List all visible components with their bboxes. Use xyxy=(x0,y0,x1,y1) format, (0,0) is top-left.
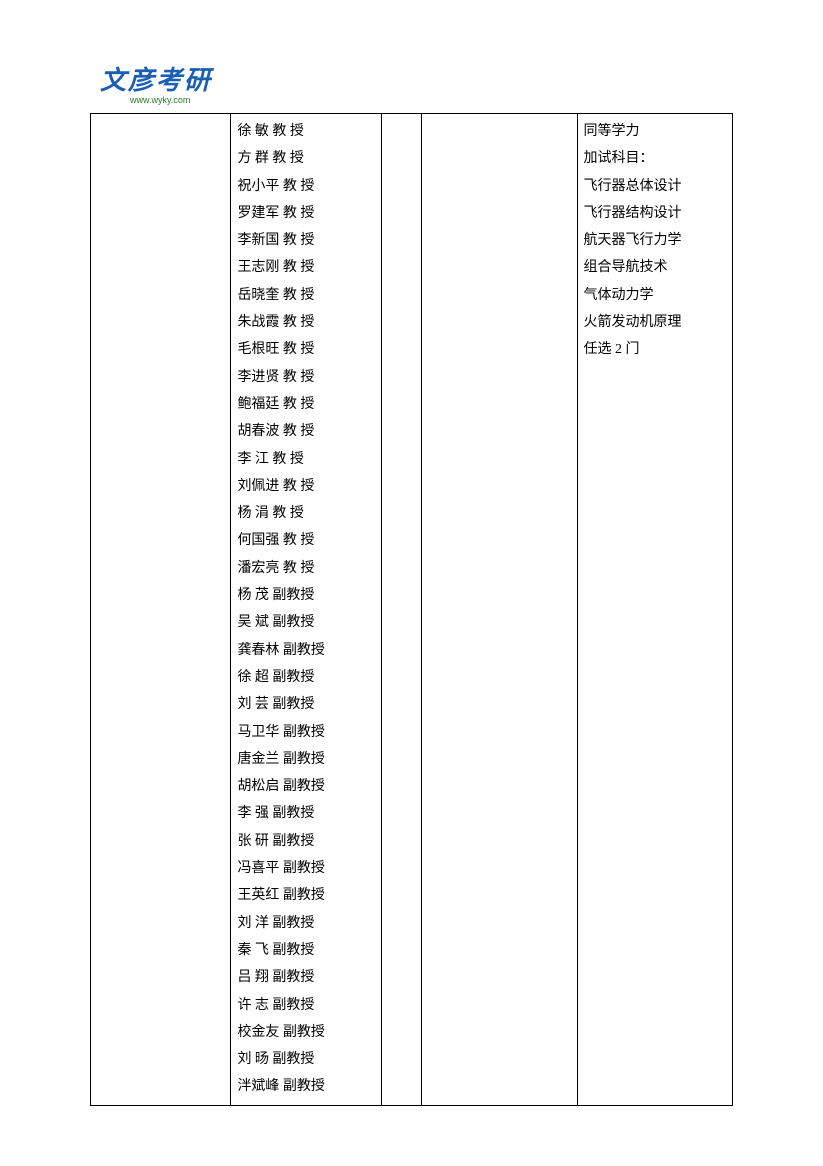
main-table: 徐 敏 教 授方 群 教 授祝小平 教 授罗建军 教 授李新国 教 授王志刚 教… xyxy=(90,113,733,1106)
faculty-entry: 刘 洋 副教授 xyxy=(237,910,374,937)
header-logo: 文彦考研 www.wyky.com xyxy=(100,60,733,105)
faculty-entry: 朱战霞 教 授 xyxy=(237,309,374,336)
faculty-entry: 校金友 副教授 xyxy=(237,1019,374,1046)
faculty-entry: 吴 斌 副教授 xyxy=(237,609,374,636)
faculty-entry: 泮斌峰 副教授 xyxy=(237,1073,374,1100)
col-4 xyxy=(422,114,577,1106)
faculty-entry: 刘 旸 副教授 xyxy=(237,1046,374,1073)
faculty-entry: 李进贤 教 授 xyxy=(237,364,374,391)
faculty-entry: 龚春林 副教授 xyxy=(237,637,374,664)
note-entry: 同等学力 xyxy=(584,118,726,145)
note-entry: 飞行器结构设计 xyxy=(584,200,726,227)
faculty-entry: 冯喜平 副教授 xyxy=(237,855,374,882)
note-entry: 航天器飞行力学 xyxy=(584,227,726,254)
faculty-entry: 杨 茂 副教授 xyxy=(237,582,374,609)
faculty-entry: 刘 芸 副教授 xyxy=(237,691,374,718)
col-1 xyxy=(91,114,231,1106)
faculty-entry: 李新国 教 授 xyxy=(237,227,374,254)
faculty-entry: 徐 敏 教 授 xyxy=(237,118,374,145)
faculty-entry: 鲍福廷 教 授 xyxy=(237,391,374,418)
faculty-entry: 潘宏亮 教 授 xyxy=(237,555,374,582)
faculty-entry: 张 研 副教授 xyxy=(237,828,374,855)
note-entry: 飞行器总体设计 xyxy=(584,173,726,200)
logo-text: 文彦考研 xyxy=(100,60,733,97)
col-3 xyxy=(381,114,421,1106)
faculty-entry: 唐金兰 副教授 xyxy=(237,746,374,773)
faculty-entry: 杨 涓 教 授 xyxy=(237,500,374,527)
faculty-entry: 刘佩进 教 授 xyxy=(237,473,374,500)
faculty-entry: 王志刚 教 授 xyxy=(237,254,374,281)
note-entry: 组合导航技术 xyxy=(584,254,726,281)
faculty-entry: 胡春波 教 授 xyxy=(237,418,374,445)
faculty-entry: 胡松启 副教授 xyxy=(237,773,374,800)
table-row: 徐 敏 教 授方 群 教 授祝小平 教 授罗建军 教 授李新国 教 授王志刚 教… xyxy=(91,114,733,1106)
faculty-entry: 许 志 副教授 xyxy=(237,992,374,1019)
faculty-entry: 李 强 副教授 xyxy=(237,800,374,827)
faculty-entry: 李 江 教 授 xyxy=(237,446,374,473)
faculty-entry: 秦 飞 副教授 xyxy=(237,937,374,964)
logo-url: www.wyky.com xyxy=(130,95,733,105)
faculty-entry: 罗建军 教 授 xyxy=(237,200,374,227)
faculty-entry: 何国强 教 授 xyxy=(237,527,374,554)
note-entry: 任选 2 门 xyxy=(584,336,726,363)
faculty-entry: 毛根旺 教 授 xyxy=(237,336,374,363)
col-faculty: 徐 敏 教 授方 群 教 授祝小平 教 授罗建军 教 授李新国 教 授王志刚 教… xyxy=(231,114,381,1106)
faculty-entry: 方 群 教 授 xyxy=(237,145,374,172)
faculty-entry: 吕 翔 副教授 xyxy=(237,964,374,991)
note-entry: 火箭发动机原理 xyxy=(584,309,726,336)
faculty-entry: 王英红 副教授 xyxy=(237,882,374,909)
faculty-entry: 祝小平 教 授 xyxy=(237,173,374,200)
faculty-entry: 徐 超 副教授 xyxy=(237,664,374,691)
note-entry: 气体动力学 xyxy=(584,282,726,309)
note-entry: 加试科目： xyxy=(584,145,726,172)
faculty-entry: 马卫华 副教授 xyxy=(237,719,374,746)
faculty-entry: 岳晓奎 教 授 xyxy=(237,282,374,309)
col-notes: 同等学力加试科目：飞行器总体设计飞行器结构设计航天器飞行力学组合导航技术气体动力… xyxy=(577,114,732,1106)
